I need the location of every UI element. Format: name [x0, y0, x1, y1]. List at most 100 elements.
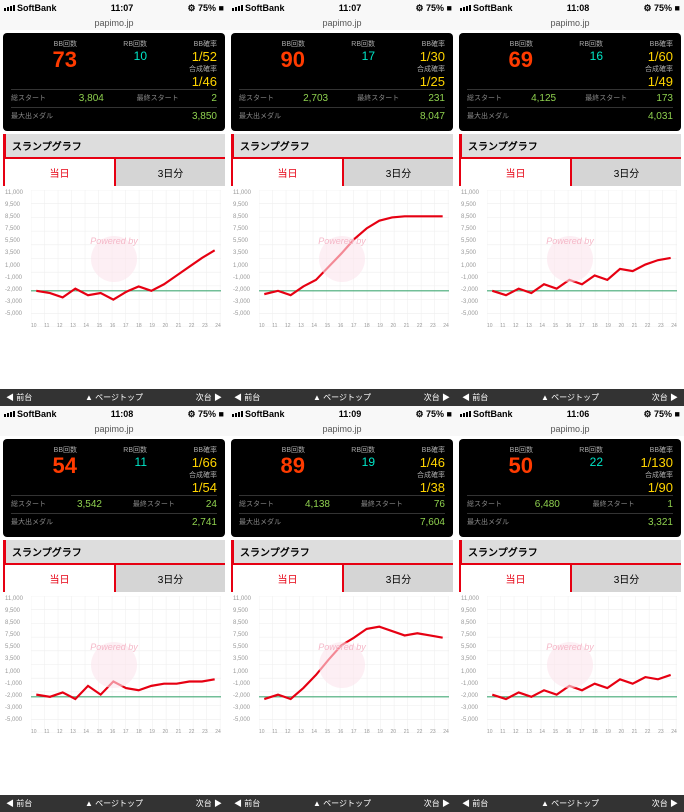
carrier-label: SoftBank [245, 3, 285, 13]
tab-3days[interactable]: 3日分 [344, 159, 453, 186]
soustart-value: 3,804 [79, 93, 104, 104]
saishuu-value: 24 [206, 499, 217, 510]
gousei-value: 1/49 [648, 74, 673, 89]
carrier-label: SoftBank [473, 3, 513, 13]
section-header: スランプグラフ [231, 540, 453, 563]
signal-icon [4, 411, 15, 417]
signal-icon [232, 411, 243, 417]
battery-label: ⚙ 75% ■ [643, 409, 680, 420]
bottom-nav: ◀ 前台 ▲ ページトップ 次台 ▶ [0, 389, 228, 406]
tab-today[interactable]: 当日 [231, 159, 344, 188]
data-panel: BB回数89 RB回数19 BB確率1/46合成確率1/38 総スタート4,13… [231, 439, 453, 537]
tab-today[interactable]: 当日 [3, 565, 116, 594]
pagetop-button[interactable]: ▲ ページトップ [313, 798, 371, 809]
prev-button[interactable]: ◀ 前台 [462, 392, 488, 403]
tab-today[interactable]: 当日 [231, 565, 344, 594]
graph-section: スランプグラフ 当日 3日分 11,0009,5008,5007,5005,50… [3, 540, 225, 737]
tab-3days[interactable]: 3日分 [572, 565, 681, 592]
tab-3days[interactable]: 3日分 [572, 159, 681, 186]
data-panel: BB回数54 RB回数11 BB確率1/66合成確率1/54 総スタート3,54… [3, 439, 225, 537]
pagetop-button[interactable]: ▲ ページトップ [541, 392, 599, 403]
slump-chart: 11,0009,5008,5007,5005,5003,5001,000-1,0… [459, 592, 681, 737]
prev-button[interactable]: ◀ 前台 [6, 392, 32, 403]
carrier-label: SoftBank [17, 409, 57, 419]
rb-value: 19 [362, 455, 375, 469]
graph-section: スランプグラフ 当日 3日分 11,0009,5008,5007,5005,50… [3, 134, 225, 331]
soustart-value: 4,138 [305, 499, 330, 510]
gousei-value: 1/90 [648, 480, 673, 495]
status-bar: SoftBank 11:07 ⚙ 75% ■ [0, 0, 228, 16]
gousei-value: 1/25 [420, 74, 445, 89]
next-button[interactable]: 次台 ▶ [196, 798, 222, 809]
tab-today[interactable]: 当日 [3, 159, 116, 188]
prev-button[interactable]: ◀ 前台 [6, 798, 32, 809]
bottom-nav: ◀ 前台 ▲ ページトップ 次台 ▶ [0, 795, 228, 812]
time-label: 11:07 [111, 3, 134, 13]
slump-chart: 11,0009,5008,5007,5005,5003,5001,000-1,0… [3, 186, 225, 331]
tab-today[interactable]: 当日 [459, 565, 572, 594]
saishuu-value: 76 [434, 499, 445, 510]
bbprob-value: 1/52 [192, 49, 217, 64]
data-panel: BB回数50 RB回数22 BB確率1/130合成確率1/90 総スタート6,4… [459, 439, 681, 537]
bb-value: 50 [509, 453, 533, 478]
rb-value: 22 [590, 455, 603, 469]
time-label: 11:08 [111, 409, 134, 419]
next-button[interactable]: 次台 ▶ [424, 798, 450, 809]
section-header: スランプグラフ [231, 134, 453, 157]
slump-chart: 11,0009,5008,5007,5005,5003,5001,000-1,0… [231, 592, 453, 737]
tab-today[interactable]: 当日 [459, 159, 572, 188]
maxmedal-value: 3,321 [648, 517, 673, 528]
maxmedal-value: 8,047 [420, 111, 445, 122]
signal-icon [232, 5, 243, 11]
gousei-value: 1/54 [192, 480, 217, 495]
section-header: スランプグラフ [459, 540, 681, 563]
prev-button[interactable]: ◀ 前台 [234, 392, 260, 403]
carrier-label: SoftBank [473, 409, 513, 419]
battery-label: ⚙ 75% ■ [415, 3, 452, 14]
screenshot-cell: SoftBank 11:07 ⚙ 75% ■ papimo.jp BB回数90 … [228, 0, 456, 406]
screenshot-cell: SoftBank 11:08 ⚙ 75% ■ papimo.jp BB回数54 … [0, 406, 228, 812]
battery-label: ⚙ 75% ■ [187, 409, 224, 420]
rb-value: 11 [135, 455, 147, 469]
carrier-label: SoftBank [17, 3, 57, 13]
bbprob-value: 1/130 [640, 455, 673, 470]
saishuu-value: 1 [667, 499, 673, 510]
screenshot-cell: SoftBank 11:08 ⚙ 75% ■ papimo.jp BB回数69 … [456, 0, 684, 406]
url-bar: papimo.jp [228, 16, 456, 30]
status-bar: SoftBank 11:08 ⚙ 75% ■ [456, 0, 684, 16]
pagetop-button[interactable]: ▲ ページトップ [313, 392, 371, 403]
url-bar: papimo.jp [0, 16, 228, 30]
next-button[interactable]: 次台 ▶ [424, 392, 450, 403]
rb-value: 10 [134, 49, 147, 63]
soustart-value: 2,703 [303, 93, 328, 104]
graph-section: スランプグラフ 当日 3日分 11,0009,5008,5007,5005,50… [459, 134, 681, 331]
pagetop-button[interactable]: ▲ ページトップ [85, 392, 143, 403]
signal-icon [460, 5, 471, 11]
url-bar: papimo.jp [456, 16, 684, 30]
tab-3days[interactable]: 3日分 [116, 565, 225, 592]
prev-button[interactable]: ◀ 前台 [234, 798, 260, 809]
data-panel: BB回数73 RB回数10 BB確率1/52合成確率1/46 総スタート3,80… [3, 33, 225, 131]
next-button[interactable]: 次台 ▶ [196, 392, 222, 403]
screenshot-cell: SoftBank 11:07 ⚙ 75% ■ papimo.jp BB回数73 … [0, 0, 228, 406]
pagetop-button[interactable]: ▲ ページトップ [541, 798, 599, 809]
signal-icon [4, 5, 15, 11]
next-button[interactable]: 次台 ▶ [652, 392, 678, 403]
bottom-nav: ◀ 前台 ▲ ページトップ 次台 ▶ [228, 795, 456, 812]
section-header: スランプグラフ [3, 134, 225, 157]
time-label: 11:08 [567, 3, 590, 13]
pagetop-button[interactable]: ▲ ページトップ [85, 798, 143, 809]
section-header: スランプグラフ [459, 134, 681, 157]
time-label: 11:07 [339, 3, 362, 13]
prev-button[interactable]: ◀ 前台 [462, 798, 488, 809]
tab-3days[interactable]: 3日分 [116, 159, 225, 186]
battery-label: ⚙ 75% ■ [187, 3, 224, 14]
bbprob-value: 1/30 [420, 49, 445, 64]
tab-3days[interactable]: 3日分 [344, 565, 453, 592]
screenshot-cell: SoftBank 11:09 ⚙ 75% ■ papimo.jp BB回数89 … [228, 406, 456, 812]
next-button[interactable]: 次台 ▶ [652, 798, 678, 809]
graph-section: スランプグラフ 当日 3日分 11,0009,5008,5007,5005,50… [231, 134, 453, 331]
tab-bar: 当日 3日分 [3, 157, 225, 186]
status-bar: SoftBank 11:09 ⚙ 75% ■ [228, 406, 456, 422]
url-bar: papimo.jp [228, 422, 456, 436]
